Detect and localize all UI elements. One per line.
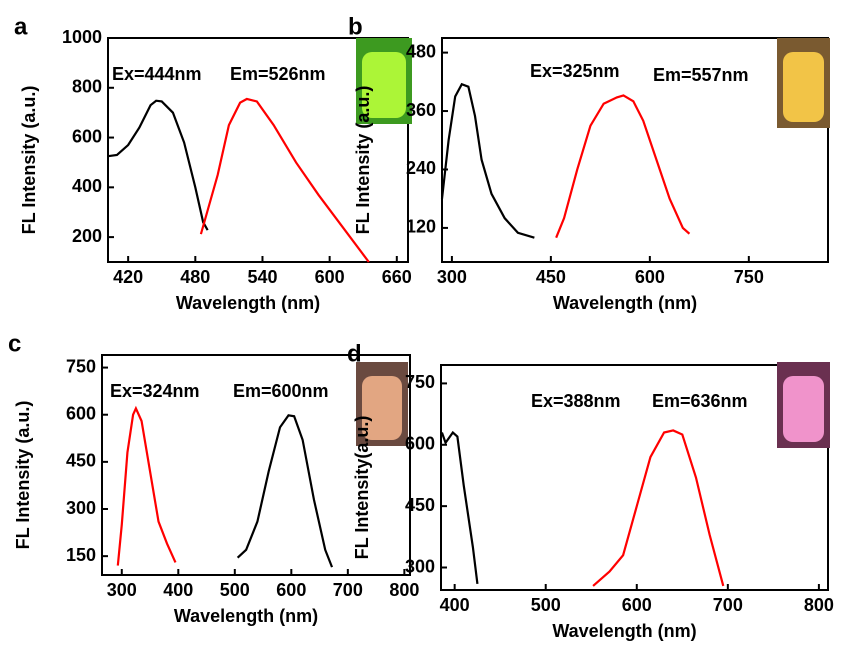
x-tick-label: 600 [622, 595, 652, 615]
y-tick-label: 120 [406, 217, 436, 237]
annotation: Ex=324nm [110, 381, 200, 401]
x-tick-label: 800 [804, 595, 834, 615]
y-tick-label: 300 [405, 556, 435, 576]
x-axis-label: Wavelength (nm) [553, 293, 697, 313]
y-tick-label: 400 [72, 176, 102, 196]
y-tick-label: 600 [72, 126, 102, 146]
panel: 300 450 600 750 120 240 360 480 Wavelength (nm) F… [348, 13, 830, 313]
x-tick-label: 500 [531, 595, 561, 615]
line [107, 99, 209, 231]
line [116, 405, 177, 566]
line [440, 430, 479, 584]
annotation: Em=636nm [652, 391, 748, 411]
vial-glow [362, 376, 402, 440]
line [440, 82, 535, 239]
annotation: Ex=388nm [531, 391, 621, 411]
x-tick-label: 480 [180, 267, 210, 287]
plot-frame [440, 364, 829, 591]
y-tick-label: 600 [405, 434, 435, 454]
x-tick-label: 540 [247, 267, 277, 287]
panel-label: d [347, 340, 362, 367]
y-tick-label: 750 [66, 356, 96, 376]
x-tick-label: 700 [713, 595, 743, 615]
x-tick-label: 500 [220, 580, 250, 600]
x-axis-label: Wavelength (nm) [552, 621, 696, 641]
panel: 300 400 500 600 700 800 150 300 450 600 750 Wavelen… [8, 330, 419, 625]
x-tick-label: 700 [333, 580, 363, 600]
y-tick-label: 200 [72, 226, 102, 246]
line [592, 429, 725, 587]
vial-glow [362, 52, 406, 118]
y-axis-label: FL Intensity (a.u.) [13, 401, 33, 550]
y-tick-label: 360 [406, 100, 436, 120]
vial-glow [783, 376, 824, 442]
line [555, 94, 691, 239]
y-tick-label: 600 [66, 403, 96, 423]
y-axis-label: FL Intensity(a.u.) [352, 416, 372, 560]
annotation: Em=557nm [653, 65, 749, 85]
y-tick-label: 450 [405, 495, 435, 515]
y-tick-label: 1000 [62, 27, 102, 47]
x-axis-label: Wavelength (nm) [174, 606, 318, 626]
x-tick-label: 420 [113, 267, 143, 287]
line [199, 97, 370, 263]
x-tick-label: 750 [734, 267, 764, 287]
annotation: Em=526nm [230, 64, 326, 84]
x-tick-label: 600 [635, 267, 665, 287]
x-tick-label: 300 [107, 580, 137, 600]
x-tick-label: 600 [315, 267, 345, 287]
y-tick-label: 480 [406, 41, 436, 61]
x-tick-label: 400 [163, 580, 193, 600]
panel-label: a [14, 13, 28, 40]
x-axis-label: Wavelength (nm) [176, 293, 320, 313]
annotation: Ex=444nm [112, 64, 202, 84]
plot-frame [101, 354, 411, 576]
vial-glow [783, 52, 824, 122]
y-tick-label: 750 [405, 372, 435, 392]
x-tick-label: 660 [382, 267, 412, 287]
x-tick-label: 300 [437, 267, 467, 287]
y-axis-label: FL Intensity (a.u.) [353, 86, 373, 235]
x-tick-label: 400 [440, 595, 470, 615]
y-tick-label: 240 [406, 158, 436, 178]
annotation: Em=600nm [233, 381, 329, 401]
panel: 400 500 600 700 800 300 450 600 750 Wavelength (n… [347, 340, 834, 640]
x-tick-label: 450 [536, 267, 566, 287]
y-tick-label: 300 [66, 498, 96, 518]
y-tick-label: 800 [72, 77, 102, 97]
line [236, 414, 334, 568]
annotation: Ex=325nm [530, 61, 620, 81]
x-tick-label: 800 [389, 580, 419, 600]
y-tick-label: 150 [66, 545, 96, 565]
panel-label: b [348, 13, 363, 40]
plot-frame [107, 37, 409, 263]
x-tick-label: 600 [276, 580, 306, 600]
panel: 420 480 540 600 660 200 400 600 800 1000 Wavelengt… [14, 13, 412, 313]
y-tick-label: 450 [66, 451, 96, 471]
panel-label: c [8, 330, 21, 357]
plot-frame [441, 37, 829, 263]
y-axis-label: FL Intensity (a.u.) [19, 86, 39, 235]
